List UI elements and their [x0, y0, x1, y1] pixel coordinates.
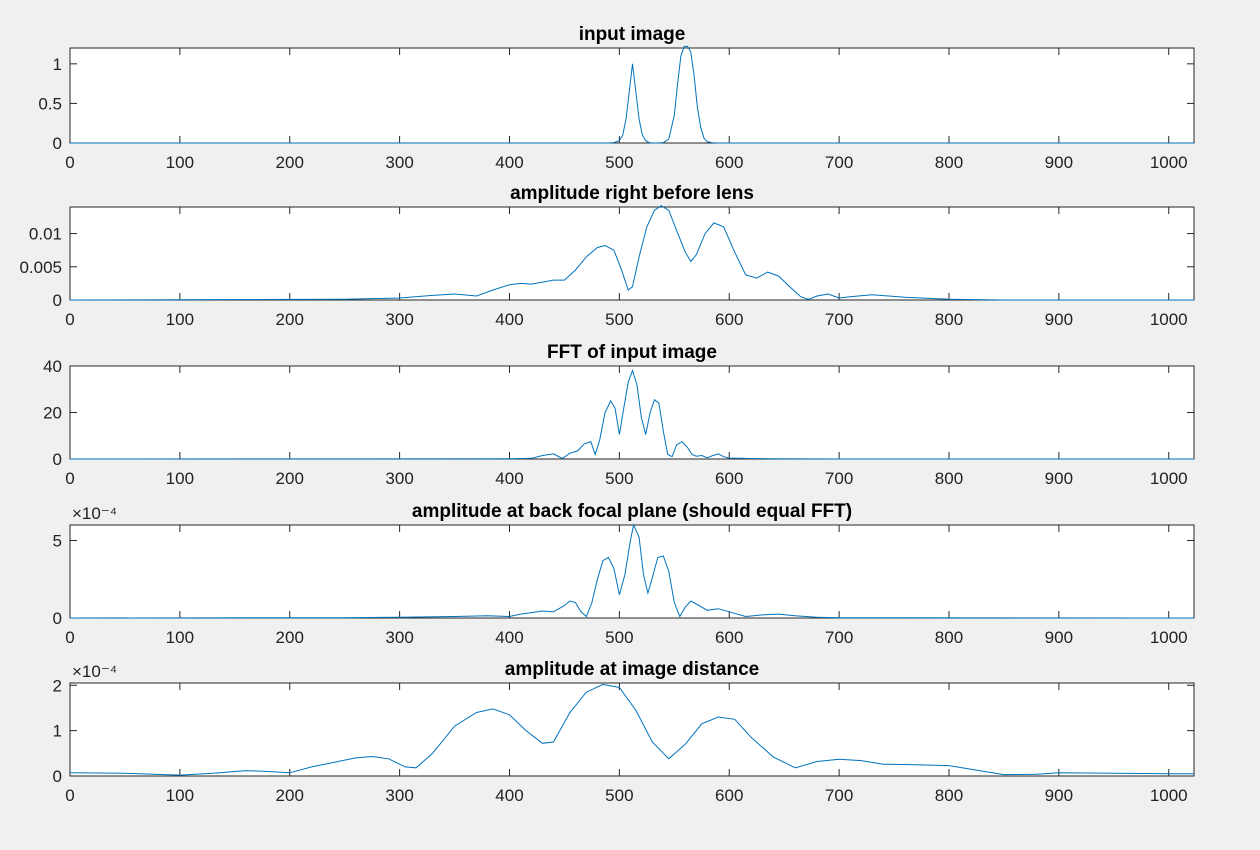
subplot-5: 0 100 200 300 400 500 600 700 800 900 1000 0 1 2 ×10⁻⁴… — [53, 659, 1195, 805]
x-tick-label: 300 — [385, 153, 413, 172]
plot-area — [69, 682, 1195, 777]
subplot-3: 0 100 200 300 400 500 600 700 800 900 1000 0 20 40 FFT… — [43, 342, 1195, 488]
plot-area — [69, 47, 1195, 144]
series-line — [69, 369, 1194, 460]
x-tick-label: 400 — [495, 153, 523, 172]
x-tick-label: 0 — [65, 786, 74, 805]
x-tick-label: 600 — [715, 310, 743, 329]
x-tick-label: 900 — [1045, 469, 1073, 488]
x-tick-label: 1000 — [1150, 469, 1188, 488]
x-tick-label: 700 — [825, 469, 853, 488]
y-exponent-label: ×10⁻⁴ — [72, 662, 117, 681]
x-tick-label: 0 — [65, 310, 74, 329]
y-tick-label: 0 — [53, 450, 62, 469]
plot-area — [69, 524, 1195, 619]
y-tick-label: 0 — [53, 134, 62, 153]
x-tick-label: 800 — [935, 469, 963, 488]
x-tick-label: 700 — [825, 786, 853, 805]
y-tick-label: 0.5 — [38, 94, 62, 113]
subplot-title: input image — [579, 24, 686, 45]
x-tick-label: 700 — [825, 628, 853, 647]
series-line — [69, 683, 1194, 776]
x-tick-label: 200 — [276, 628, 304, 647]
y-tick-label: 20 — [43, 404, 62, 423]
y-tick-label: 0 — [53, 609, 62, 628]
x-tick-label: 700 — [825, 153, 853, 172]
x-tick-label: 900 — [1045, 628, 1073, 647]
subplot-title: amplitude right before lens — [510, 183, 754, 204]
x-tick-label: 100 — [166, 786, 194, 805]
x-tick-label: 300 — [385, 310, 413, 329]
x-tick-label: 300 — [385, 628, 413, 647]
x-tick-label: 0 — [65, 153, 74, 172]
x-tick-label: 1000 — [1150, 153, 1188, 172]
plot-area — [69, 365, 1195, 460]
x-tick-label: 200 — [276, 153, 304, 172]
x-tick-label: 200 — [276, 786, 304, 805]
x-tick-label: 1000 — [1150, 786, 1188, 805]
x-tick-label: 500 — [605, 310, 633, 329]
subplot-title: amplitude at back focal plane (should eq… — [412, 501, 852, 522]
y-tick-label: 0 — [53, 291, 62, 310]
x-tick-label: 100 — [166, 153, 194, 172]
subplot-1: 0 100 200 300 400 500 600 700 800 900 1000 0 0.5 1 inp… — [38, 24, 1195, 172]
y-tick-label: 5 — [53, 532, 62, 551]
x-tick-label: 800 — [935, 628, 963, 647]
y-tick-label: 1 — [53, 722, 62, 741]
x-tick-label: 900 — [1045, 786, 1073, 805]
x-tick-label: 600 — [715, 786, 743, 805]
x-tick-label: 1000 — [1150, 310, 1188, 329]
y-tick-label: 40 — [43, 357, 62, 376]
x-tick-label: 800 — [935, 786, 963, 805]
x-tick-label: 0 — [65, 628, 74, 647]
x-tick-label: 100 — [166, 310, 194, 329]
x-tick-label: 500 — [605, 153, 633, 172]
x-tick-label: 0 — [65, 469, 74, 488]
series-line — [69, 205, 1194, 301]
x-tick-label: 100 — [166, 628, 194, 647]
x-tick-label: 500 — [605, 628, 633, 647]
y-exponent-label: ×10⁻⁴ — [72, 504, 117, 523]
x-tick-label: 300 — [385, 469, 413, 488]
x-tick-label: 400 — [495, 310, 523, 329]
x-tick-label: 400 — [495, 469, 523, 488]
series-line — [70, 45, 1194, 144]
x-tick-label: 500 — [605, 469, 633, 488]
subplot-4: 0 100 200 300 400 500 600 700 800 900 1000 0 5 ×10⁻⁴ a… — [53, 501, 1195, 647]
x-tick-label: 400 — [495, 786, 523, 805]
x-tick-label: 900 — [1045, 310, 1073, 329]
x-tick-label: 200 — [276, 469, 304, 488]
y-tick-label: 0 — [53, 767, 62, 786]
x-tick-label: 700 — [825, 310, 853, 329]
x-tick-label: 1000 — [1150, 628, 1188, 647]
x-tick-label: 900 — [1045, 153, 1073, 172]
subplot-title: amplitude at image distance — [505, 659, 759, 680]
x-tick-label: 600 — [715, 153, 743, 172]
x-tick-label: 400 — [495, 628, 523, 647]
x-tick-label: 800 — [935, 310, 963, 329]
x-tick-label: 500 — [605, 786, 633, 805]
x-tick-label: 100 — [166, 469, 194, 488]
y-tick-label: 1 — [53, 55, 62, 74]
subplot-title: FFT of input image — [547, 342, 717, 363]
x-tick-label: 800 — [935, 153, 963, 172]
x-tick-label: 600 — [715, 628, 743, 647]
plot-area — [69, 206, 1195, 301]
y-tick-label: 0.01 — [29, 225, 62, 244]
series-line — [69, 523, 1195, 619]
y-tick-label: 2 — [53, 676, 62, 695]
x-tick-label: 200 — [276, 310, 304, 329]
x-tick-label: 600 — [715, 469, 743, 488]
x-tick-label: 300 — [385, 786, 413, 805]
y-tick-label: 0.005 — [19, 258, 62, 277]
subplot-2: 0 100 200 300 400 500 600 700 800 900 1000 0 0.005 0.… — [19, 183, 1195, 329]
